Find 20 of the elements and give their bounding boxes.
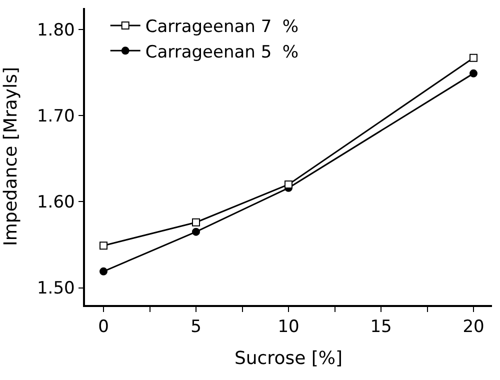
point [470,54,478,62]
y-tick-label: 1.70 [36,106,75,127]
legend-label: Carrageenan 5 % [145,42,299,62]
x-axis-title: Sucrose [%] [234,348,343,369]
legend-label: Carrageenan 7 % [145,17,299,38]
x-tick-label: 5 [190,317,202,338]
y-tick-label: 1.80 [36,20,75,40]
point [470,69,478,78]
x-tick-label: 0 [98,317,109,338]
point [192,218,200,226]
point [192,228,200,236]
x-tick-label: 15 [370,317,392,338]
point [284,180,292,188]
x-tick-label: 10 [278,317,300,338]
y-axis-title: Impedance [Mrayls] [0,67,22,246]
x-tick-label: 20 [462,317,484,338]
y-tick-label: 1.50 [36,278,75,299]
point [100,242,108,250]
y-tick-label: 1.60 [36,192,75,213]
point [100,267,108,276]
